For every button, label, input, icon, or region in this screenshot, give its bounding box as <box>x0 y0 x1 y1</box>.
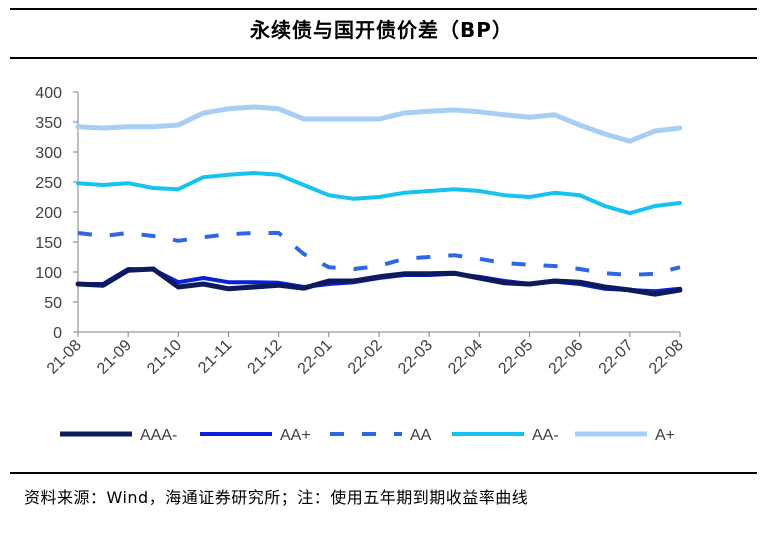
x-tick-label: 21-10 <box>144 337 185 378</box>
y-axis: 0 50 100 150 200 250 300 350 400 <box>35 85 79 342</box>
chart-title: 永续债与国开债价差（BP） <box>250 18 513 42</box>
x-tick-label: 22-06 <box>546 337 587 378</box>
y-tick-label: 100 <box>35 265 62 282</box>
x-tick-label: 22-03 <box>395 337 436 378</box>
legend-label: AA+ <box>280 427 311 444</box>
legend-label: AA- <box>532 427 559 444</box>
y-tick-label: 350 <box>35 115 62 132</box>
legend: AAA- AA+ AA AA- A+ <box>60 427 675 444</box>
x-tick-label: 21-11 <box>195 337 235 377</box>
y-tick-label: 200 <box>35 205 62 222</box>
y-tick-label: 50 <box>44 295 62 312</box>
legend-label: AA <box>410 427 432 444</box>
x-tick-label: 21-08 <box>44 337 85 378</box>
y-tick-label: 400 <box>35 85 62 102</box>
y-tick-label: 0 <box>53 325 62 342</box>
series-layer <box>75 104 683 297</box>
bottom-rule <box>10 472 757 474</box>
legend-label: A+ <box>655 427 675 444</box>
source-note: 资料来源：Wind，海通证券研究所；注：使用五年期到期收益率曲线 <box>24 488 529 507</box>
top-rule <box>10 8 757 10</box>
legend-label: AAA- <box>140 427 177 444</box>
x-axis: 21-08 21-09 21-10 21-11 21-12 22-01 22-02 22-03… <box>44 331 687 378</box>
x-tick-label: 22-02 <box>345 337 386 378</box>
y-tick-label: 300 <box>35 145 62 162</box>
x-tick-label: 21-12 <box>245 337 286 378</box>
x-tick-label: 22-07 <box>596 337 637 378</box>
series-line-aaminus <box>76 171 682 216</box>
series-line-aplus <box>75 104 683 144</box>
x-tick-label: 22-05 <box>495 337 536 378</box>
x-tick-label: 21-09 <box>94 337 135 378</box>
series-line-aaaminus <box>75 266 683 297</box>
title-rule <box>10 57 757 59</box>
x-tick-label: 22-04 <box>445 337 486 378</box>
y-tick-label: 250 <box>35 175 62 192</box>
y-tick-label: 150 <box>35 235 62 252</box>
x-tick-label: 22-08 <box>646 337 687 378</box>
x-tick-label: 22-01 <box>295 337 336 378</box>
series-line-aa <box>77 231 681 277</box>
spread-line-chart: 0 50 100 150 200 250 300 350 400 21-08 21-09 21-10… <box>35 85 687 444</box>
